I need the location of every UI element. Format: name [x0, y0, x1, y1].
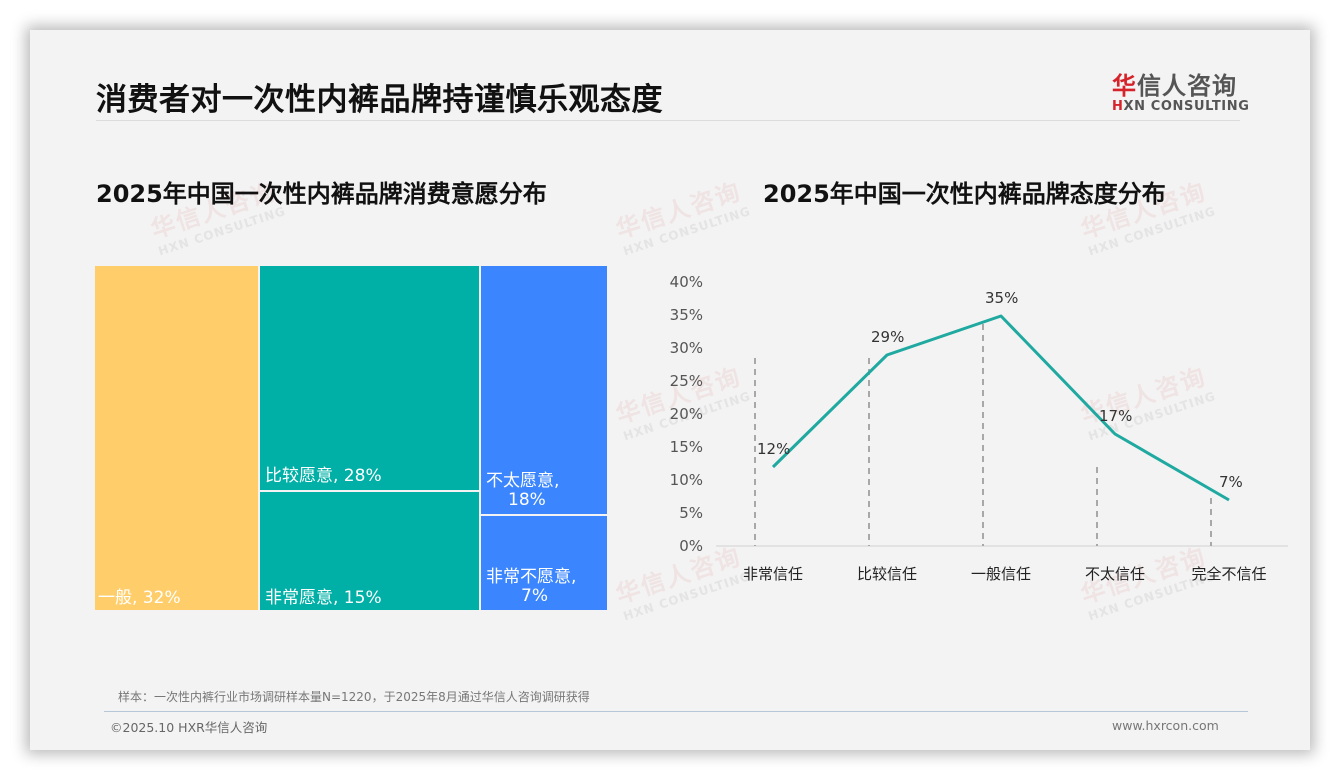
copyright: ©2025.10 HXR华信人咨询: [110, 720, 268, 735]
y-tick: 25%: [669, 372, 703, 390]
tile-label-line2: 7%: [521, 586, 548, 606]
y-tick: 20%: [669, 405, 703, 423]
treemap-tile-feichang: 非常愿意, 15%: [260, 492, 479, 610]
data-label: 12%: [757, 440, 791, 458]
data-label: 29%: [871, 328, 905, 346]
x-tick: 比较信任: [856, 565, 918, 583]
data-label: 17%: [1099, 407, 1133, 425]
treemap-chart: 一般, 32% 比较愿意, 28% 非常愿意, 15% 不太愿意, 18% 非常…: [95, 266, 607, 610]
treemap-tile-butai: 不太愿意, 18%: [481, 266, 607, 514]
y-tick: 5%: [679, 504, 703, 522]
x-tick: 完全不信任: [1191, 565, 1267, 583]
logo-cn-rest: 信人咨询: [1137, 72, 1237, 100]
tile-label-line1: 非常不愿意,: [486, 567, 577, 587]
treemap-tile-yiban: 一般, 32%: [95, 266, 258, 610]
x-tick: 一般信任: [970, 565, 1032, 583]
logo-cn-accent: 华: [1112, 72, 1137, 100]
y-tick: 30%: [669, 339, 703, 357]
brand-logo: 华信人咨询 HXN CONSULTING: [1112, 66, 1252, 114]
line-chart: 40% 35% 30% 25% 20% 15% 10% 5% 0% 12% 29…: [30, 30, 1310, 750]
line-chart-plot: [716, 314, 1288, 547]
tile-label-line2: 18%: [508, 490, 546, 510]
x-tick: 非常信任: [742, 565, 804, 583]
data-label: 35%: [985, 289, 1019, 307]
treemap-tile-bijiao: 比较愿意, 28%: [260, 266, 479, 490]
linechart-title: 2025年中国一次性内裤品牌态度分布: [763, 180, 1166, 208]
treemap-title: 2025年中国一次性内裤品牌消费意愿分布: [96, 180, 547, 208]
y-tick: 10%: [669, 471, 703, 489]
logo-en: HXN CONSULTING: [1112, 99, 1252, 114]
y-tick: 15%: [669, 438, 703, 456]
y-tick: 0%: [679, 537, 703, 555]
sample-note: 样本：一次性内裤行业市场调研样本量N=1220，于2025年8月通过华信人咨询调…: [118, 690, 590, 704]
y-tick: 35%: [669, 306, 703, 324]
page-title: 消费者对一次性内裤品牌持谨慎乐观态度: [96, 82, 663, 118]
treemap-tile-feichangbu: 非常不愿意, 7%: [481, 516, 607, 610]
website-link[interactable]: www.hxrcon.com: [1112, 718, 1219, 733]
logo-cn: 华信人咨询: [1112, 66, 1252, 101]
slide: 消费者对一次性内裤品牌持谨慎乐观态度 华信人咨询 HXN CONSULTING …: [30, 30, 1310, 750]
data-label: 7%: [1219, 473, 1243, 491]
tile-label: 非常愿意, 15%: [265, 588, 382, 608]
tile-label: 一般, 32%: [98, 588, 181, 608]
x-tick: 不太信任: [1084, 565, 1146, 583]
logo-en-accent: H: [1112, 99, 1124, 114]
logo-en-rest: XN CONSULTING: [1123, 99, 1250, 114]
y-tick: 40%: [669, 273, 703, 291]
tile-label: 比较愿意, 28%: [265, 466, 382, 486]
footer-divider: [104, 711, 1248, 712]
title-divider: [96, 120, 1240, 121]
tile-label-line1: 不太愿意,: [486, 471, 560, 491]
